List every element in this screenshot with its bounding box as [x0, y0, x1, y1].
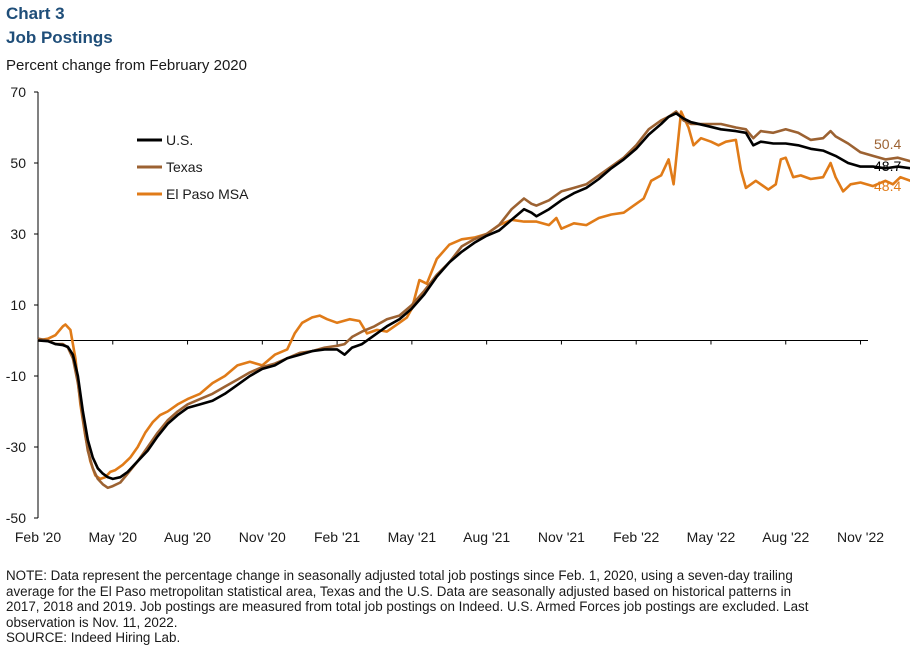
x-tick-label: Aug '21 — [463, 529, 510, 545]
end-value-label-el-paso: 48.4 — [874, 178, 901, 194]
y-tick-label: 10 — [10, 297, 26, 313]
legend-label-el-paso: El Paso MSA — [166, 186, 249, 202]
x-tick-label: Feb '21 — [314, 529, 360, 545]
x-tick-label: Nov '21 — [538, 529, 585, 545]
y-tick-label: -10 — [6, 368, 26, 384]
x-tick-label: Feb '20 — [15, 529, 61, 545]
legend-label-us: U.S. — [166, 132, 193, 148]
x-tick-label: Aug '20 — [164, 529, 211, 545]
y-tick-label: 30 — [10, 226, 26, 242]
y-tick-label: -50 — [6, 510, 26, 526]
note-line-2: average for the El Paso metropolitan sta… — [6, 583, 792, 599]
legend-label-texas: Texas — [166, 159, 203, 175]
series-line-us — [37, 112, 910, 481]
note-line-4: observation is Nov. 11, 2022. — [6, 614, 178, 630]
x-tick-label: May '21 — [388, 529, 437, 545]
x-tick-label: May '22 — [687, 529, 736, 545]
note-line-1: NOTE: Data represent the percentage chan… — [6, 568, 793, 583]
x-tick-label: Feb '22 — [613, 529, 659, 545]
source-line: SOURCE: Indeed Hiring Lab. — [6, 630, 181, 646]
x-tick-label: Nov '20 — [239, 529, 286, 545]
series-line-el-paso — [37, 110, 910, 481]
end-value-label-texas: 50.4 — [874, 136, 901, 152]
footnotes: NOTE: Data represent the percentage chan… — [6, 568, 904, 646]
x-tick-label: Nov '22 — [837, 529, 884, 545]
chart-subtitle: Percent change from February 2020 — [6, 57, 247, 74]
y-tick-label: 50 — [10, 155, 26, 171]
line-chart: -50 -30 -10 10 30 50 70 Feb '20 May '20 Aug '20 No… — [6, 84, 910, 545]
x-tick-label: May '20 — [88, 529, 137, 545]
note-line-3: 2017, 2018 and 2019. Job postings are me… — [6, 599, 809, 615]
y-tick-label: 70 — [10, 84, 26, 100]
x-tick-label: Aug '22 — [762, 529, 809, 545]
chart-number-label: Chart 3 — [6, 4, 65, 23]
chart-title: Job Postings — [6, 28, 113, 47]
y-tick-label: -30 — [6, 439, 26, 455]
end-value-label-us: 48.7 — [874, 158, 901, 174]
